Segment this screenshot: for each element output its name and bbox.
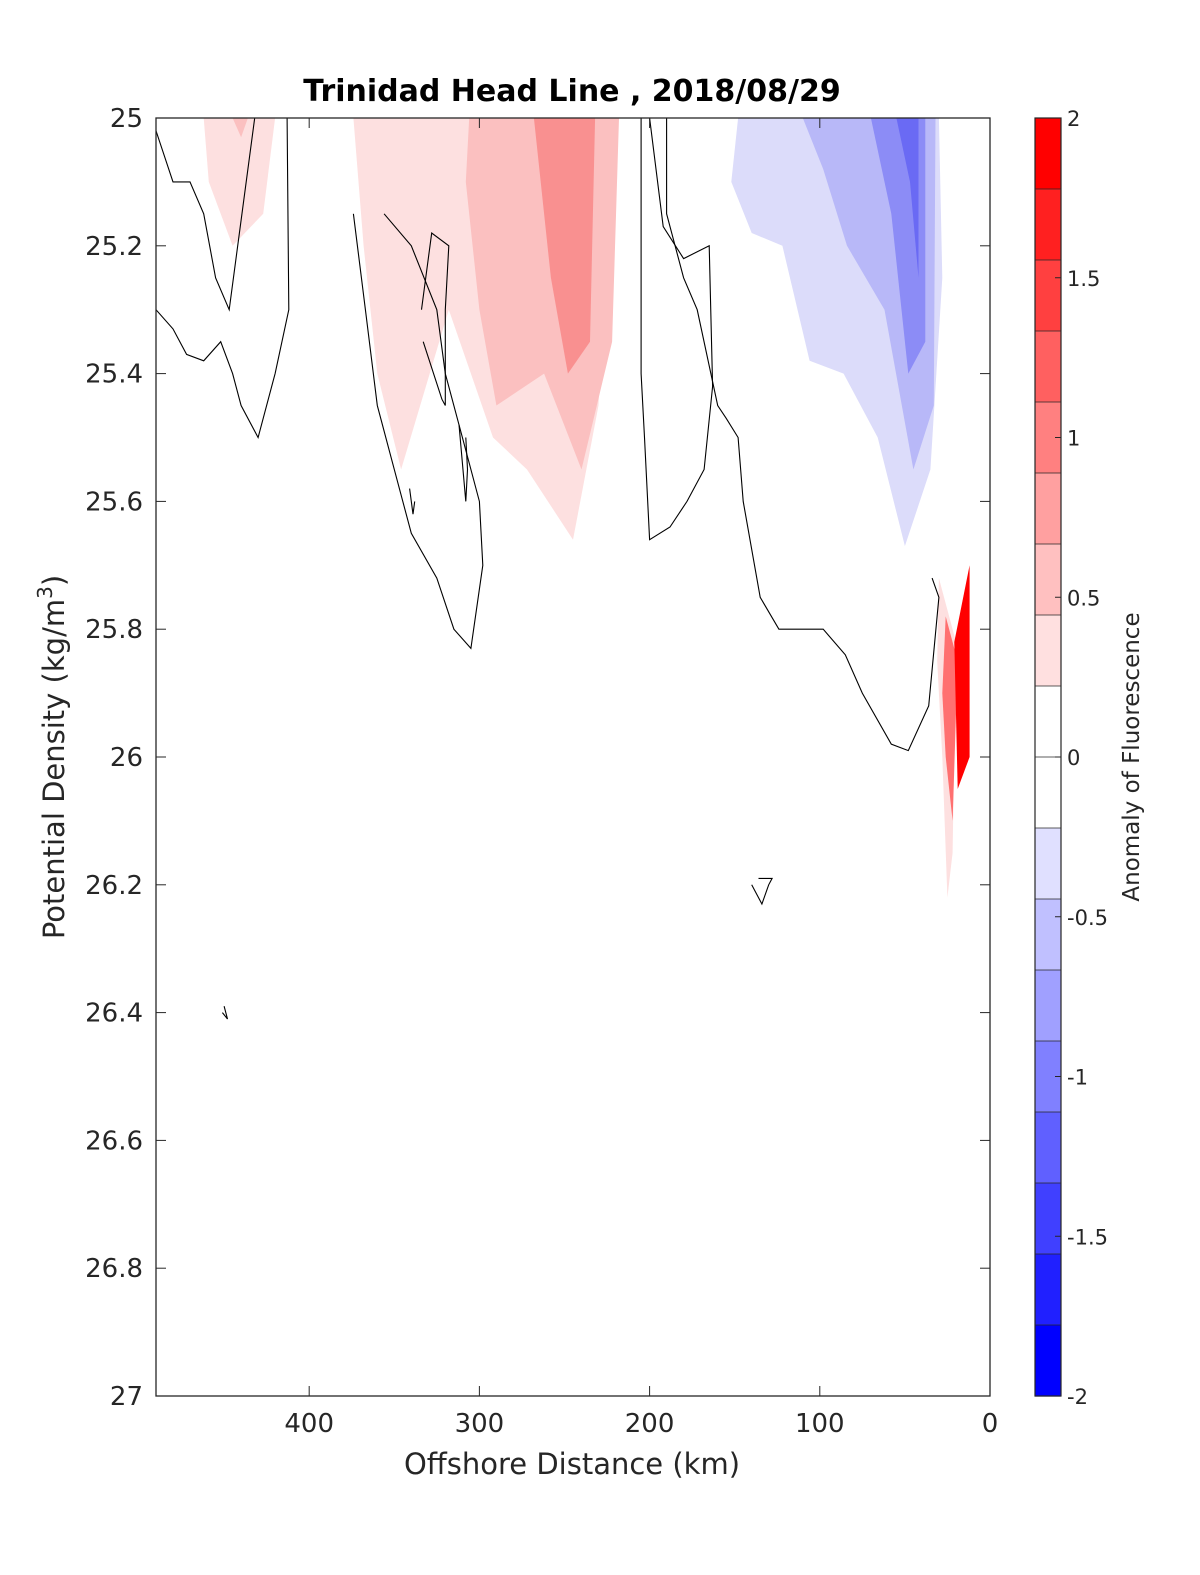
x-tick-label: 300 [455,1409,505,1439]
contour-line-2 [352,213,484,650]
y-axis-label: Potential Density (kg/m3) [33,575,71,939]
colorbar-tick-label: 1.5 [1067,267,1100,291]
colorbar-tick-label: 0.5 [1067,586,1100,610]
colorbar-tick-label: -2 [1067,1385,1088,1409]
colorbar-segment-2 [1035,260,1061,332]
filled-region-4 [533,118,596,374]
contour-line-3 [420,231,450,406]
y-tick-label: 25.8 [85,615,143,645]
colorbar-segment-6 [1035,544,1061,616]
colorbar-segment-9 [1035,757,1061,829]
y-axis-label-end: ) [37,575,71,586]
contour-line-7 [640,118,714,541]
colorbar-segment-15 [1035,1183,1061,1255]
y-axis-label-superscript: 3 [33,586,57,599]
y-axis-label-main: Potential Density (kg/m [37,599,71,939]
contour-line-5 [409,488,416,515]
y-tick-label: 25 [110,104,143,134]
colorbar-tick-label: 0 [1067,746,1080,770]
colorbar-segment-11 [1035,899,1061,971]
colorbar-segment-10 [1035,828,1061,900]
filled-region-11 [954,565,970,789]
y-tick-label: 26 [110,743,143,773]
filled-region-0 [203,118,276,246]
contour-line-4 [458,424,469,502]
x-tick-label: 100 [795,1409,845,1439]
colorbar-ticks: 2 1.5 1 0.5 0 -0.5 -1 -1.5 -2 [1055,107,1108,1409]
contour-lines [156,118,940,1020]
colorbar-segment-0 [1035,118,1061,190]
colorbar-tick-label: 2 [1067,107,1080,131]
y-tick-label: 26.8 [85,1254,143,1284]
colorbar-label: Anomaly of Fluorescence [1119,612,1145,901]
x-axis-label: Offshore Distance (km) [404,1447,740,1481]
contour-line-1 [156,118,290,439]
filled-region-8 [896,118,919,278]
filled-region-1 [232,118,248,138]
colorbar-tick-label: -0.5 [1067,906,1108,930]
colorbar-segment-17 [1035,1325,1061,1397]
contour-line-9 [221,1006,229,1020]
x-tick-label: 400 [284,1409,334,1439]
colorbar-tick-label: 1 [1067,427,1080,451]
x-axis-ticks: 400 300 200 100 0 [284,118,998,1439]
y-tick-label: 26.2 [85,871,143,901]
y-tick-label: 25.2 [85,232,143,262]
colorbar-segment-8 [1035,686,1061,758]
filled-region-10 [942,616,958,821]
y-tick-label: 27 [110,1382,143,1412]
colorbar-tick-label: -1 [1067,1066,1088,1090]
colorbar-segment-14 [1035,1112,1061,1184]
y-tick-label: 26.6 [85,1126,143,1156]
colorbar-segment-16 [1035,1254,1061,1326]
contour-line-0 [156,118,256,312]
filled-contours [203,118,970,898]
colorbar-segment-1 [1035,189,1061,261]
colorbar-segment-3 [1035,331,1061,403]
colorbar-segment-5 [1035,473,1061,545]
contour-line-8 [751,877,774,906]
colorbar-tick-label: -1.5 [1067,1225,1108,1249]
chart-title: Trinidad Head Line , 2018/08/29 [303,74,840,109]
colorbar-segment-12 [1035,970,1061,1042]
y-tick-label: 25.6 [85,487,143,517]
y-axis-ticks: 25 25.2 25.4 25.6 25.8 26 26.2 26.4 26.6 26.8 27 [85,104,990,1412]
colorbar-segment-7 [1035,615,1061,687]
contour-line-6 [666,118,940,752]
colorbar [1035,118,1061,1397]
y-tick-label: 26.4 [85,999,143,1029]
x-tick-label: 0 [982,1409,999,1439]
y-tick-label: 25.4 [85,360,143,390]
x-tick-label: 200 [625,1409,675,1439]
